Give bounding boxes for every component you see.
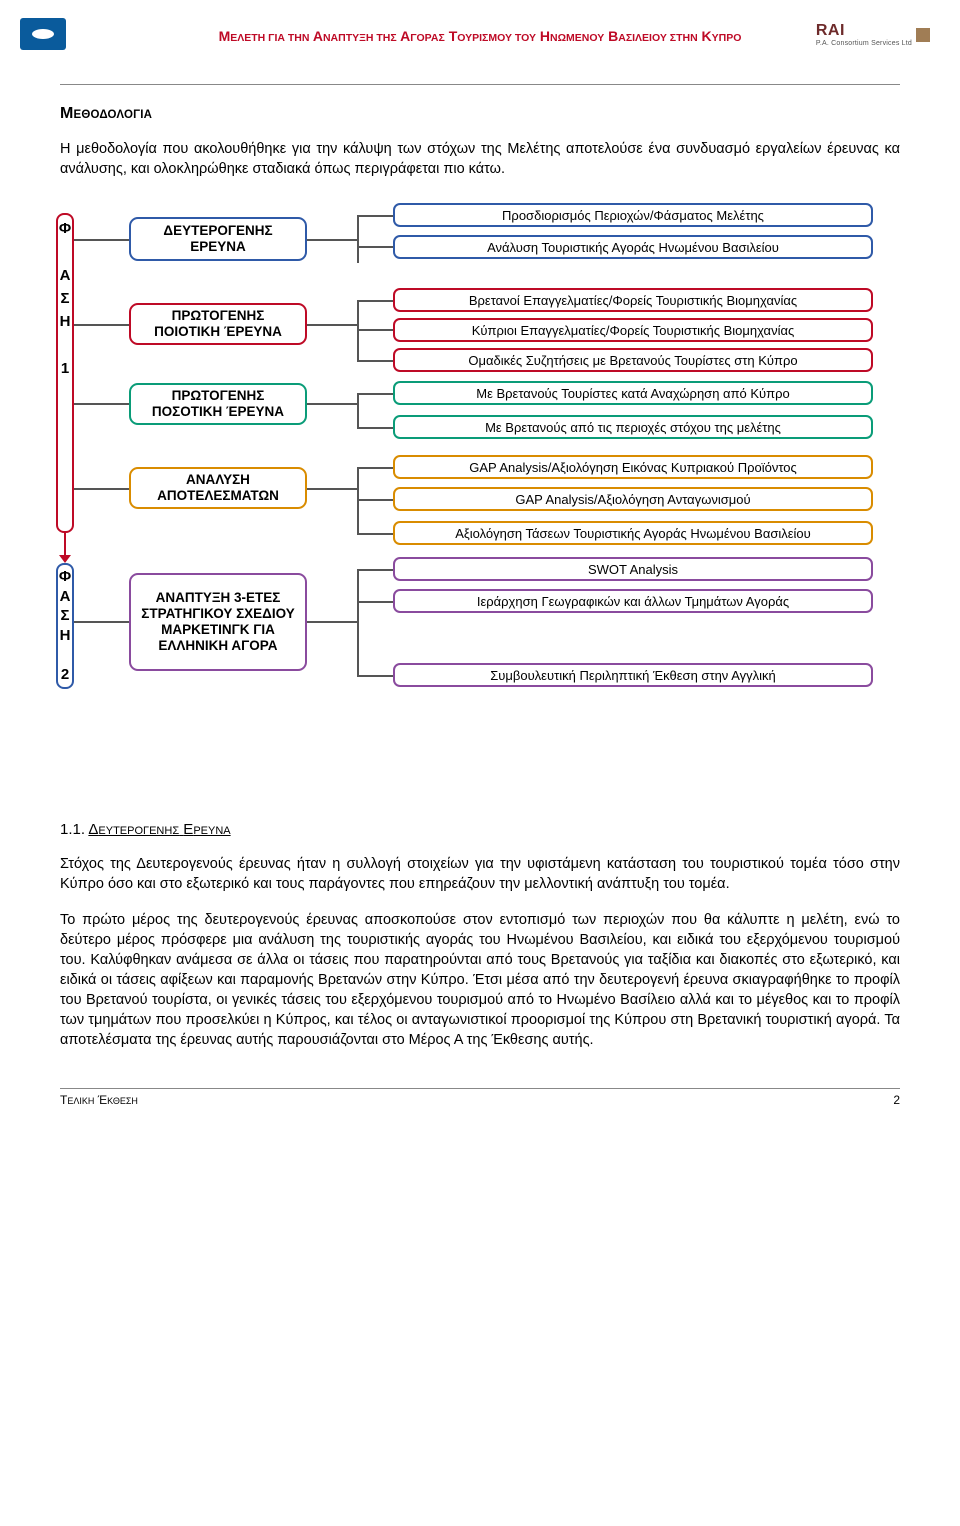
logo-right-sub: P.A. Consortium Services Ltd (816, 40, 912, 47)
phase2-label: Φ Α Σ Η 2 (38, 567, 92, 684)
section-1-1-para1: Στόχος της Δευτερογενούς έρευνας ήταν η … (60, 854, 900, 894)
leaf-q3: Ομαδικές Συζητήσεις με Βρετανούς Τουρίστ… (393, 348, 873, 372)
header-rule (60, 84, 900, 85)
leaf-q1: Βρετανοί Επαγγελματίες/Φορείς Τουριστική… (393, 288, 873, 312)
header-title: ΜΕΛΕΤΗ ΓΙΑ ΤΗΝ ΑΝΑΠΤΥΞΗ ΤΗΣ ΑΓΟΡΑΣ ΤΟΥΡΙ… (60, 22, 900, 44)
section-1-1: 1.1. ΔΕΥΤΕΡΟΓΕΝΗΣ ΕΡΕΥΝΑ Στόχος της Δευτ… (60, 821, 900, 1050)
leaf-q2: Κύπριοι Επαγγελματίες/Φορείς Τουριστικής… (393, 318, 873, 342)
logo-left (20, 18, 66, 50)
header: RAI P.A. Consortium Services Ltd ΜΕΛΕΤΗ … (60, 22, 900, 78)
methodology-heading: ΜΕΘΟΔΟΛΟΓΙΑ (60, 105, 900, 123)
diagram: Φ Α Σ Η 1 Φ Α Σ Η 2 ΔΕΥΤΕΡΟΓΕΝΗΣ ΕΡΕΥΝΑ … (60, 211, 900, 691)
section-1-1-title: 1.1. ΔΕΥΤΕΡΟΓΕΝΗΣ ΕΡΕΥΝΑ (60, 821, 900, 838)
methodology-para: Η μεθοδολογία που ακολουθήθηκε για την κ… (60, 139, 900, 179)
footer: ΤΕΛΙΚΗ ΈΚΘΕΣΗ 2 (60, 1093, 900, 1111)
leaf-s3: Συμβουλευτική Περιληπτική Έκθεση στην Αγ… (393, 663, 873, 687)
leaf-s2: Ιεράρχηση Γεωγραφικών και άλλων Τμημάτων… (393, 589, 873, 613)
logo-right-square (916, 28, 930, 42)
phase-arrow-head (59, 555, 71, 563)
phase1-label: Φ Α Σ Η 1 (38, 217, 92, 380)
leaf-a2: GAP Analysis/Αξιολόγηση Ανταγωνισμού (393, 487, 873, 511)
section-1-1-para2: Το πρώτο μέρος της δευτερογενούς έρευνας… (60, 910, 900, 1050)
leaf-s1: SWOT Analysis (393, 557, 873, 581)
logo-right-text: RAI (816, 22, 912, 40)
phase-arrow-line (64, 533, 66, 557)
block-strategy: ΑΝΑΠΤΥΞΗ 3-ΕΤΕΣ ΣΤΡΑΤΗΓΙΚΟΥ ΣΧΕΔΙΟΥ ΜΑΡΚ… (129, 573, 307, 671)
footer-page-number: 2 (893, 1093, 900, 1107)
leaf-a3: Αξιολόγηση Τάσεων Τουριστικής Αγοράς Ηνω… (393, 521, 873, 545)
block-primary-qual: ΠΡΩΤΟΓΕΝΗΣ ΠΟΙΟΤΙΚΗ ΈΡΕΥΝΑ (129, 303, 307, 345)
leaf-sec1: Προσδιορισμός Περιοχών/Φάσματος Μελέτης (393, 203, 873, 227)
logo-right: RAI P.A. Consortium Services Ltd (816, 22, 930, 47)
footer-rule (60, 1088, 900, 1089)
leaf-a1: GAP Analysis/Αξιολόγηση Εικόνας Κυπριακο… (393, 455, 873, 479)
leaf-p2: Με Βρετανούς από τις περιοχές στόχου της… (393, 415, 873, 439)
leaf-p1: Με Βρετανούς Τουρίστες κατά Αναχώρηση απ… (393, 381, 873, 405)
block-secondary: ΔΕΥΤΕΡΟΓΕΝΗΣ ΕΡΕΥΝΑ (129, 217, 307, 261)
block-primary-quant: ΠΡΩΤΟΓΕΝΗΣ ΠΟΣΟΤΙΚΗ ΈΡΕΥΝΑ (129, 383, 307, 425)
footer-left: ΤΕΛΙΚΗ ΈΚΘΕΣΗ (60, 1093, 138, 1107)
block-analysis: ΑΝΑΛΥΣΗ ΑΠΟΤΕΛΕΣΜΑΤΩΝ (129, 467, 307, 509)
leaf-sec2: Ανάλυση Τουριστικής Αγοράς Ηνωμένου Βασι… (393, 235, 873, 259)
